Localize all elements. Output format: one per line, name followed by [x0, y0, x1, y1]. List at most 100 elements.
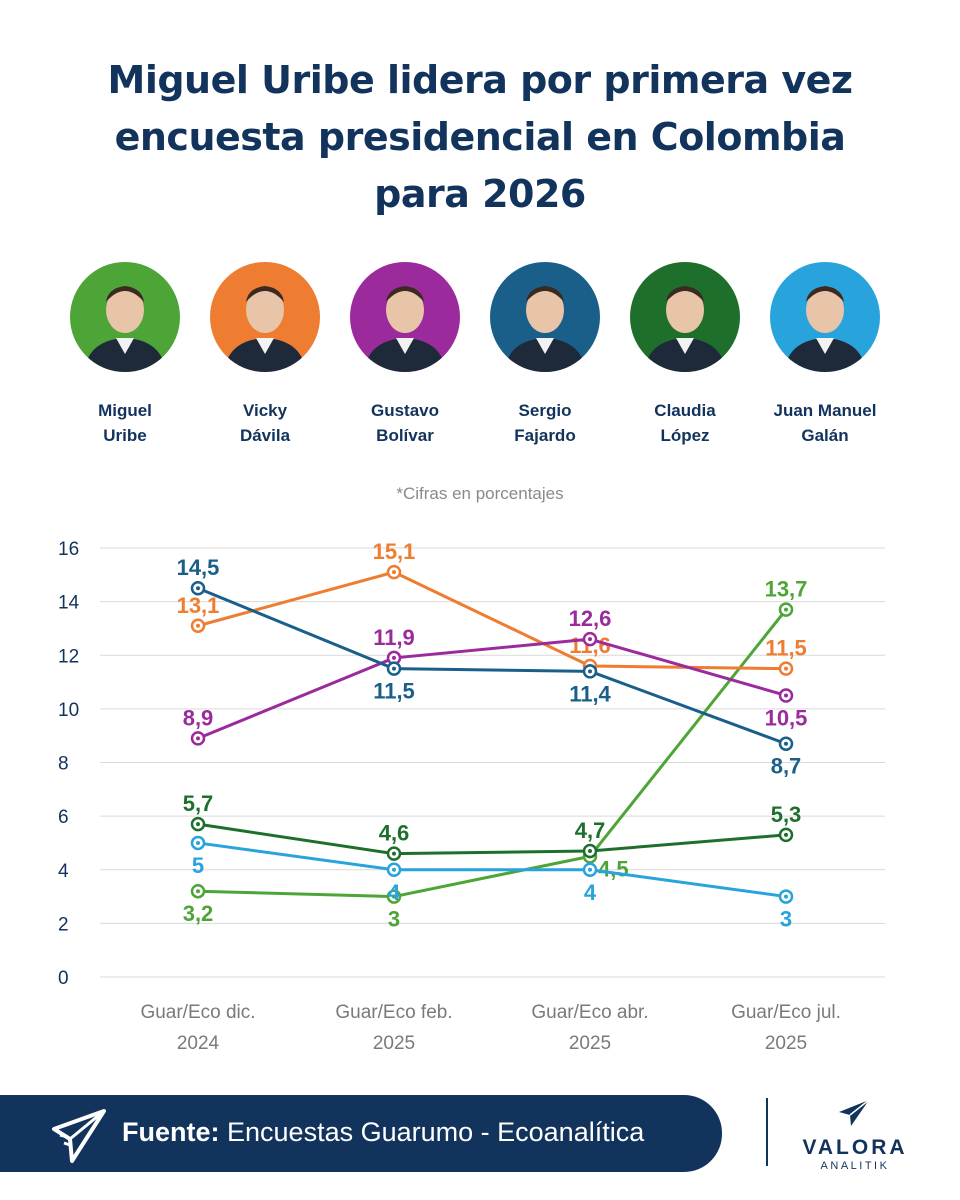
- candidate-name: Juan Manuel Galán: [755, 398, 895, 448]
- x-tick-label: Guar/Eco feb.: [335, 1002, 452, 1023]
- series-line: [197, 822, 787, 856]
- candidate-name: Sergio Fajardo: [475, 398, 615, 448]
- person-photo-icon: [70, 262, 180, 372]
- person-photo-icon: [350, 262, 460, 372]
- data-label: 15,1: [373, 539, 416, 564]
- candidate-name-line: Galán: [801, 426, 849, 445]
- data-label: 4,5: [598, 856, 629, 881]
- source-label: Fuente:: [122, 1117, 220, 1147]
- data-point-center: [392, 894, 396, 899]
- candidate-name-line: Gustavo: [370, 401, 440, 420]
- candidates-row: Miguel Uribe Vicky Dávila Gustavo Bolíva…: [55, 262, 905, 452]
- y-tick-label: 14: [58, 593, 80, 614]
- data-label: 4,6: [379, 821, 410, 846]
- data-point-center: [196, 586, 200, 591]
- x-tick-label: 2024: [177, 1033, 220, 1054]
- brand-name: VALORA: [802, 1136, 908, 1159]
- person-photo-icon: [770, 262, 880, 372]
- valora-plane-icon: [839, 1099, 870, 1126]
- x-tick-label: Guar/Eco dic.: [140, 1002, 255, 1023]
- x-tick-label: 2025: [373, 1033, 415, 1054]
- data-point-center: [196, 889, 200, 894]
- data-label: 4: [388, 880, 401, 905]
- data-label: 11,5: [765, 636, 807, 661]
- data-point-center: [392, 655, 396, 660]
- data-point-center: [392, 867, 396, 872]
- candidate-name-line: Miguel: [98, 401, 152, 420]
- candidate-sergio-fajardo: Sergio Fajardo: [475, 262, 615, 448]
- data-label: 3: [780, 907, 792, 932]
- candidate-miguel-uribe: Miguel Uribe: [55, 262, 195, 448]
- data-label: 11,5: [373, 679, 415, 704]
- data-point-center: [196, 840, 200, 845]
- title-line: Miguel Uribe lidera por primera vez: [107, 58, 853, 102]
- data-label: 13,7: [765, 577, 808, 602]
- source-banner: [0, 1095, 722, 1172]
- data-point-center: [196, 623, 200, 628]
- footer-divider: [766, 1098, 768, 1166]
- data-label: 14,5: [177, 555, 220, 580]
- candidate-name-line: Sergio: [518, 401, 572, 420]
- person-photo-icon: [490, 262, 600, 372]
- data-point-center: [784, 693, 788, 698]
- source-text: Fuente: Encuestas Guarumo - Ecoanalítica: [122, 1117, 644, 1148]
- candidate-claudia-lopez: Claudia López: [615, 262, 755, 448]
- person-photo-icon: [630, 262, 740, 372]
- candidate-gustavo-bolivar: Gustavo Bolívar: [335, 262, 475, 448]
- title-line: encuesta presidencial en Colombia: [114, 115, 846, 159]
- data-label: 4: [584, 880, 597, 905]
- brand-logo: VALORA ANALITIK: [800, 1096, 910, 1172]
- data-point-center: [588, 669, 592, 674]
- y-tick-label: 0: [58, 968, 69, 989]
- data-label: 10,5: [765, 705, 808, 730]
- y-tick-label: 12: [58, 646, 79, 667]
- candidate-name: Gustavo Bolívar: [335, 398, 475, 448]
- y-tick-label: 16: [58, 539, 79, 560]
- data-label: 12,6: [569, 606, 612, 631]
- candidate-name-line: Bolívar: [376, 426, 434, 445]
- y-tick-label: 6: [58, 807, 69, 828]
- paper-plane-logo-icon: [52, 1109, 106, 1163]
- data-label: 5,7: [183, 791, 214, 816]
- data-label: 8,9: [183, 705, 214, 730]
- candidate-name: Vicky Dávila: [195, 398, 335, 448]
- data-point-center: [588, 867, 592, 872]
- candidate-juan-manuel-galan: Juan Manuel Galán: [755, 262, 895, 448]
- source-value: Encuestas Guarumo - Ecoanalítica: [227, 1117, 645, 1147]
- data-label: 4,7: [575, 818, 606, 843]
- data-label: 13,1: [177, 593, 220, 618]
- brand-subtitle: ANALITIK: [820, 1160, 890, 1172]
- line-chart: 0 2 4 6 8 10 12 14 16 Guar/Eco dic. 2024 Guar/Eco f…: [58, 539, 885, 1054]
- data-point-center: [784, 666, 788, 671]
- data-point-center: [196, 822, 200, 827]
- data-point-center: [392, 570, 396, 575]
- person-photo-icon: [210, 262, 320, 372]
- chart-note: *Cifras en porcentajes: [396, 484, 564, 503]
- series-line: [197, 608, 788, 899]
- x-tick-label: 2025: [569, 1033, 611, 1054]
- data-label: 8,7: [771, 754, 802, 779]
- data-point-center: [196, 736, 200, 741]
- data-point-center: [588, 848, 592, 853]
- candidate-name: Miguel Uribe: [55, 398, 195, 448]
- y-tick-label: 8: [58, 754, 69, 775]
- candidate-name-line: Uribe: [103, 426, 147, 445]
- series-line: [197, 570, 787, 671]
- candidate-name-line: Juan Manuel: [773, 401, 877, 420]
- data-point-center: [784, 741, 788, 746]
- y-tick-label: 2: [58, 914, 69, 935]
- data-point-center: [588, 637, 592, 642]
- data-label: 11,4: [569, 681, 611, 706]
- series-line: [197, 586, 787, 746]
- data-point-center: [392, 666, 396, 671]
- data-point-center: [392, 851, 396, 856]
- data-label: 3: [388, 907, 400, 932]
- x-tick-label: 2025: [765, 1033, 807, 1054]
- y-tick-label: 4: [58, 861, 69, 882]
- data-label: 11,9: [373, 625, 415, 650]
- y-tick-label: 10: [58, 700, 79, 721]
- data-label: 5: [192, 853, 204, 878]
- candidate-name-line: Claudia: [654, 401, 716, 420]
- data-label: 3,2: [183, 901, 214, 926]
- title-line: para 2026: [374, 172, 586, 216]
